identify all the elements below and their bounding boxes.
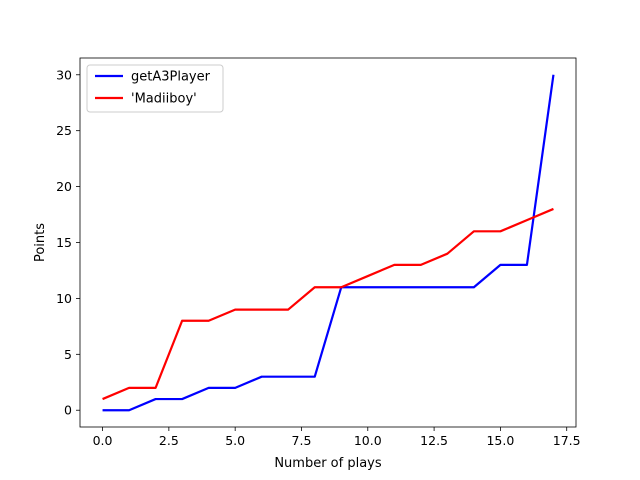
y-tick-label: 15 (56, 235, 72, 250)
y-tick-label: 10 (56, 291, 72, 306)
plot-area (80, 58, 576, 427)
series-line-1 (102, 207, 554, 401)
y-tick-label: 25 (56, 123, 72, 138)
y-tick-label: 5 (64, 347, 72, 362)
legend-label-getA3Player: getA3Player (131, 70, 211, 85)
x-axis-ticks: 0.0 2.5 5.0 7.5 10.0 12.5 15.0 17.5 (93, 427, 581, 448)
x-tick-label: 2.5 (159, 433, 179, 448)
y-tick-label: 20 (56, 179, 72, 194)
x-tick-label: 15.0 (486, 433, 514, 448)
series-layer (102, 74, 555, 412)
x-tick-label: 17.5 (553, 433, 581, 448)
x-tick-label: 7.5 (292, 433, 312, 448)
x-tick-label: 12.5 (420, 433, 448, 448)
y-tick-label: 30 (56, 67, 72, 82)
legend: getA3Player 'Madiiboy' (86, 64, 224, 113)
y-tick-label: 0 (64, 403, 72, 418)
y-axis-ticks: 0 5 10 15 20 25 30 (56, 67, 80, 418)
x-axis-label: Number of plays (274, 456, 382, 471)
x-tick-label: 5.0 (225, 433, 245, 448)
x-tick-label: 0.0 (93, 433, 113, 448)
y-axis-label: Points (33, 223, 48, 262)
x-tick-label: 10.0 (354, 433, 382, 448)
legend-label-madiiboy: 'Madiiboy' (131, 92, 197, 107)
series-line-0 (102, 74, 555, 412)
